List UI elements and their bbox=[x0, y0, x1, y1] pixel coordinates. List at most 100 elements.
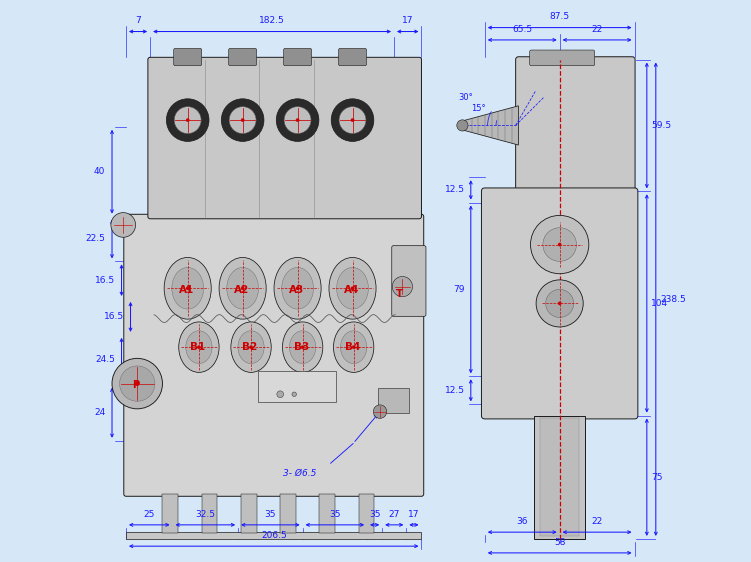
Text: B4: B4 bbox=[345, 342, 360, 352]
Circle shape bbox=[457, 120, 468, 131]
Circle shape bbox=[222, 99, 264, 142]
Circle shape bbox=[186, 287, 189, 290]
Circle shape bbox=[558, 302, 561, 305]
Text: 3- Ø6.5: 3- Ø6.5 bbox=[283, 469, 317, 478]
Circle shape bbox=[249, 346, 253, 349]
Text: 35: 35 bbox=[329, 510, 341, 519]
Circle shape bbox=[296, 119, 299, 122]
Text: 32.5: 32.5 bbox=[195, 510, 216, 519]
Text: 24.5: 24.5 bbox=[95, 355, 115, 364]
Bar bbox=[535, 415, 585, 539]
Circle shape bbox=[392, 277, 412, 297]
Circle shape bbox=[198, 346, 201, 349]
Text: A2: A2 bbox=[234, 285, 249, 295]
Circle shape bbox=[558, 243, 561, 246]
Bar bbox=[540, 418, 579, 536]
FancyBboxPatch shape bbox=[116, 217, 131, 232]
Circle shape bbox=[351, 119, 354, 122]
Circle shape bbox=[174, 107, 201, 134]
Text: 30°: 30° bbox=[458, 93, 472, 102]
FancyBboxPatch shape bbox=[529, 50, 595, 66]
Ellipse shape bbox=[282, 322, 323, 373]
Ellipse shape bbox=[336, 268, 369, 309]
Bar bbox=[258, 371, 336, 401]
Text: 12.5: 12.5 bbox=[445, 386, 465, 395]
Circle shape bbox=[229, 107, 256, 134]
Circle shape bbox=[296, 287, 299, 290]
Ellipse shape bbox=[329, 257, 376, 319]
Text: 22: 22 bbox=[592, 25, 603, 34]
Ellipse shape bbox=[340, 331, 366, 364]
Circle shape bbox=[111, 212, 136, 237]
Circle shape bbox=[241, 287, 244, 290]
Text: 206.5: 206.5 bbox=[261, 531, 287, 540]
Text: 238.5: 238.5 bbox=[660, 294, 686, 303]
Circle shape bbox=[112, 359, 162, 409]
Text: T: T bbox=[396, 289, 403, 300]
Text: 75: 75 bbox=[651, 473, 663, 482]
Circle shape bbox=[543, 228, 577, 261]
Bar bbox=[126, 532, 421, 539]
Text: 22: 22 bbox=[592, 517, 603, 526]
Text: 24: 24 bbox=[94, 408, 105, 417]
Ellipse shape bbox=[185, 331, 212, 364]
Circle shape bbox=[186, 119, 189, 122]
FancyBboxPatch shape bbox=[339, 48, 366, 66]
Circle shape bbox=[167, 99, 209, 142]
Text: 36: 36 bbox=[517, 517, 528, 526]
Bar bbox=[280, 494, 296, 533]
Ellipse shape bbox=[179, 322, 219, 373]
Ellipse shape bbox=[282, 268, 313, 309]
Text: A1: A1 bbox=[179, 285, 195, 295]
Bar bbox=[241, 494, 257, 533]
Text: 104: 104 bbox=[651, 299, 668, 308]
Ellipse shape bbox=[227, 268, 258, 309]
Ellipse shape bbox=[289, 331, 315, 364]
Text: 27: 27 bbox=[388, 510, 400, 519]
FancyBboxPatch shape bbox=[481, 188, 638, 419]
Ellipse shape bbox=[274, 257, 321, 319]
Text: 87.5: 87.5 bbox=[550, 12, 570, 21]
Circle shape bbox=[352, 346, 355, 349]
Ellipse shape bbox=[231, 322, 271, 373]
Circle shape bbox=[546, 289, 574, 318]
Circle shape bbox=[530, 215, 589, 274]
Text: 17: 17 bbox=[408, 510, 420, 519]
Text: 79: 79 bbox=[454, 285, 465, 294]
Circle shape bbox=[351, 287, 354, 290]
Polygon shape bbox=[463, 106, 518, 145]
Text: 22.5: 22.5 bbox=[86, 234, 105, 243]
Circle shape bbox=[292, 392, 297, 396]
Bar bbox=[359, 494, 375, 533]
FancyBboxPatch shape bbox=[284, 48, 312, 66]
Circle shape bbox=[339, 107, 366, 134]
Circle shape bbox=[284, 107, 311, 134]
Ellipse shape bbox=[164, 257, 211, 319]
Text: A3: A3 bbox=[289, 285, 304, 295]
Text: 15°: 15° bbox=[471, 104, 485, 113]
Text: A4: A4 bbox=[344, 285, 359, 295]
Circle shape bbox=[373, 405, 387, 418]
Text: 7: 7 bbox=[135, 16, 141, 25]
Circle shape bbox=[241, 119, 244, 122]
FancyBboxPatch shape bbox=[173, 48, 202, 66]
Bar bbox=[202, 494, 217, 533]
Ellipse shape bbox=[219, 257, 266, 319]
Text: 25: 25 bbox=[143, 510, 155, 519]
Text: B3: B3 bbox=[294, 342, 309, 352]
Text: 59.5: 59.5 bbox=[651, 121, 671, 130]
Bar bbox=[319, 494, 335, 533]
Text: 16.5: 16.5 bbox=[95, 275, 115, 285]
FancyBboxPatch shape bbox=[392, 246, 426, 316]
Ellipse shape bbox=[333, 322, 374, 373]
Circle shape bbox=[301, 346, 304, 349]
FancyBboxPatch shape bbox=[124, 214, 424, 496]
Bar bbox=[162, 494, 178, 533]
Circle shape bbox=[135, 382, 140, 386]
Text: P: P bbox=[133, 380, 140, 389]
Text: 40: 40 bbox=[94, 167, 105, 176]
Ellipse shape bbox=[172, 268, 204, 309]
FancyBboxPatch shape bbox=[516, 57, 635, 194]
Text: 17: 17 bbox=[402, 16, 414, 25]
Circle shape bbox=[276, 99, 319, 142]
